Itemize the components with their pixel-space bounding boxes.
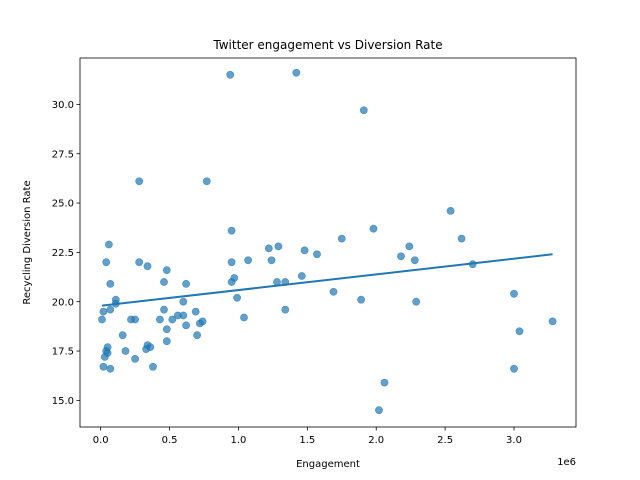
data-point-39 <box>179 297 188 306</box>
data-point-40 <box>357 295 365 304</box>
data-point-11 <box>405 242 414 251</box>
y-tick-label: 25.0 <box>52 199 74 210</box>
data-point-61 <box>118 331 127 340</box>
plot-frame <box>79 57 577 428</box>
data-point-5 <box>446 206 455 215</box>
data-point-45 <box>191 307 200 316</box>
data-point-46 <box>281 305 290 314</box>
data-point-58 <box>182 321 190 330</box>
data-point-35 <box>510 289 518 298</box>
data-point-47 <box>98 315 106 324</box>
data-point-7 <box>369 224 378 233</box>
data-point-51 <box>168 315 177 324</box>
data-point-32 <box>227 278 236 286</box>
data-point-34 <box>329 287 338 296</box>
data-point-29 <box>182 279 190 288</box>
x-tick-label: 0.5 <box>162 435 178 446</box>
data-point-41 <box>412 297 421 306</box>
points-layer <box>98 68 557 415</box>
y-tick-label: 30.0 <box>52 100 74 111</box>
data-point-56 <box>240 313 248 322</box>
data-point-59 <box>162 325 171 334</box>
data-point-10 <box>105 240 113 249</box>
data-point-76 <box>510 364 518 373</box>
data-point-43 <box>106 305 115 314</box>
data-point-15 <box>313 250 321 259</box>
data-point-75 <box>149 362 157 371</box>
chart-title: Twitter engagement vs Diversion Rate <box>212 38 442 52</box>
data-point-2 <box>359 106 368 115</box>
data-point-9 <box>457 234 466 243</box>
data-point-16 <box>397 252 405 261</box>
data-point-13 <box>274 242 283 251</box>
x-tick-label: 3.0 <box>506 435 522 446</box>
x-axis: 0.0 0.5 1.0 1.5 2.0 2.5 3.0 <box>93 427 522 446</box>
x-axis-label: Engagement <box>296 459 360 470</box>
data-point-26 <box>297 272 306 280</box>
data-point-50 <box>155 315 164 324</box>
data-point-77 <box>380 378 389 387</box>
x-tick-label: 1.0 <box>230 435 246 446</box>
data-point-18 <box>267 256 276 265</box>
data-point-57 <box>548 317 557 326</box>
data-point-3 <box>135 177 144 186</box>
data-point-55 <box>198 317 207 326</box>
y-tick-label: 22.5 <box>52 248 74 259</box>
data-point-73 <box>99 362 108 371</box>
data-point-74 <box>106 364 115 373</box>
y-axis-label: Recycling Diversion Rate <box>22 180 33 304</box>
data-point-60 <box>515 327 524 336</box>
x-tick-label: 0.0 <box>93 435 109 446</box>
x-tick-label: 2.0 <box>368 435 384 446</box>
data-point-24 <box>143 262 152 271</box>
data-point-6 <box>227 226 236 235</box>
data-point-49 <box>131 315 139 324</box>
trend-line <box>101 253 553 307</box>
data-point-21 <box>135 258 144 267</box>
data-point-78 <box>375 406 383 415</box>
y-tick-label: 15.0 <box>52 396 74 407</box>
data-point-28 <box>160 278 168 286</box>
y-tick-label: 20.0 <box>52 297 74 308</box>
x-axis-offset-label: 1e6 <box>557 457 576 468</box>
data-point-36 <box>233 293 241 302</box>
data-point-0 <box>226 70 235 79</box>
data-point-53 <box>179 311 188 320</box>
data-point-14 <box>300 246 309 255</box>
data-point-19 <box>410 256 419 265</box>
data-point-42 <box>99 307 108 316</box>
data-point-25 <box>162 266 171 274</box>
data-point-71 <box>100 352 109 361</box>
y-axis: 15.0 17.5 20.0 22.5 25.0 27.5 30.0 <box>52 100 80 407</box>
data-point-1 <box>292 68 301 77</box>
x-tick-label: 1.5 <box>299 435 315 446</box>
data-point-33 <box>106 279 115 288</box>
data-point-8 <box>337 234 346 243</box>
data-point-70 <box>121 347 130 355</box>
data-point-4 <box>202 177 211 186</box>
data-point-67 <box>142 345 150 353</box>
x-tick-label: 2.5 <box>437 435 453 446</box>
data-point-63 <box>162 337 171 346</box>
data-point-12 <box>264 244 273 253</box>
data-point-22 <box>227 258 236 267</box>
data-point-72 <box>131 354 139 363</box>
y-tick-label: 27.5 <box>52 149 74 160</box>
data-point-20 <box>102 258 111 267</box>
data-point-17 <box>244 256 252 265</box>
data-point-62 <box>193 331 201 340</box>
y-tick-label: 17.5 <box>52 347 74 358</box>
trend-layer <box>101 253 553 307</box>
data-point-44 <box>160 305 168 314</box>
